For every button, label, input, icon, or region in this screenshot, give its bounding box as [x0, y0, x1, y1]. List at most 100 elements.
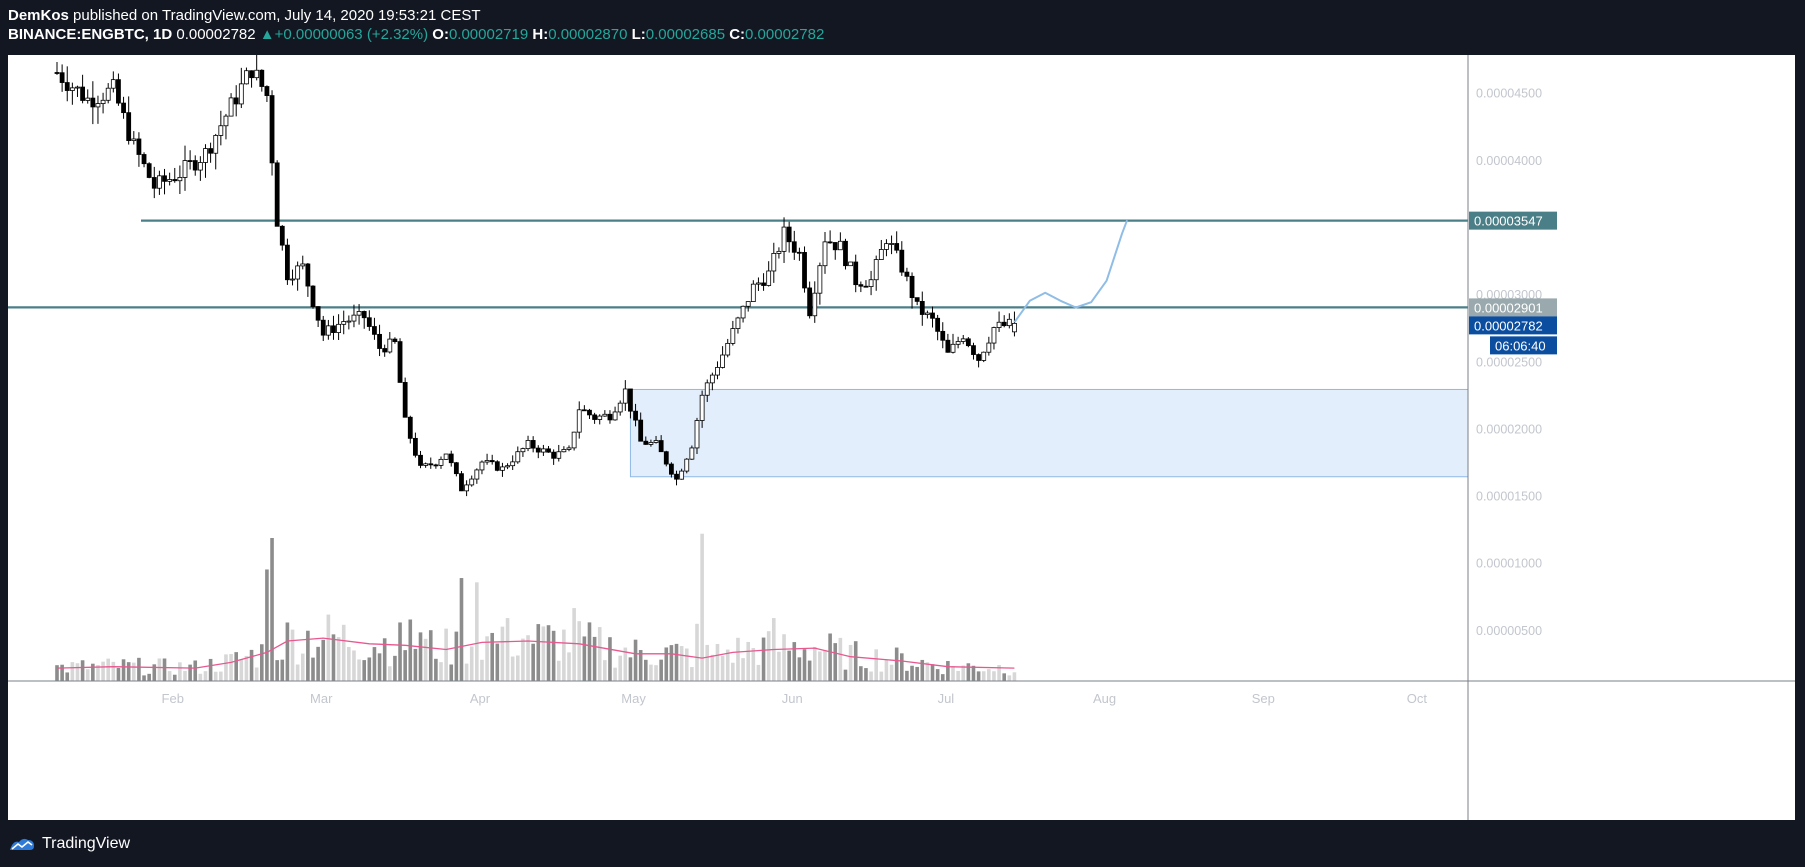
volume-bar	[275, 660, 279, 681]
volume-bar	[915, 666, 919, 681]
chart-area[interactable]: 0.00004500 0.00004000 0.00003000 0.00002500…	[8, 55, 1795, 820]
volume-bar	[802, 649, 807, 681]
symbol-info: BINANCE:ENGBTC, 1D 0.00002782 ▲+0.000000…	[8, 25, 1788, 44]
price-tick-label: 0.00000500	[1476, 624, 1542, 638]
volume-bar	[469, 646, 474, 681]
volume-bar	[848, 644, 853, 681]
volume-bar	[213, 671, 218, 681]
candle-body	[873, 259, 879, 281]
candle-body	[443, 453, 449, 460]
volume-bar	[311, 657, 315, 681]
candle-body	[479, 461, 485, 471]
volume-bar	[889, 664, 894, 681]
volume-bar	[116, 667, 121, 681]
candle-body	[213, 135, 219, 154]
publish-info: DemKos published on TradingView.com, Jul…	[8, 6, 1788, 25]
candle-body	[633, 410, 638, 421]
volume-bar	[485, 636, 489, 681]
volume-bar	[326, 614, 331, 681]
volume-bar	[782, 634, 786, 681]
volume-bar	[193, 660, 198, 681]
volume-bar	[96, 665, 100, 681]
volume-bar	[172, 674, 177, 681]
candle-body	[167, 179, 173, 182]
volume-bar	[879, 671, 884, 681]
volume-bar	[731, 662, 735, 681]
tradingview-logo-icon[interactable]	[8, 834, 36, 854]
volume-bar	[198, 673, 203, 681]
brand-name[interactable]: TradingView	[42, 835, 131, 852]
candle-body	[781, 226, 787, 252]
author-name[interactable]: DemKos	[8, 7, 69, 24]
candle-body	[510, 461, 516, 467]
candles	[54, 55, 1017, 497]
candle-body	[336, 323, 342, 333]
volume-bar	[971, 665, 976, 681]
candle-body	[945, 339, 951, 353]
volume-bar	[812, 646, 817, 681]
candle-body	[843, 240, 848, 267]
candle-body	[382, 348, 388, 353]
candle-body	[453, 462, 459, 475]
volume-bar	[674, 643, 679, 681]
candle-body	[587, 409, 592, 416]
time-tick-label: Apr	[470, 691, 491, 706]
candle-body	[940, 330, 946, 341]
countdown-badge	[1490, 336, 1557, 355]
candle-body	[904, 271, 910, 277]
candle-body	[935, 317, 941, 332]
volume-bar	[444, 628, 448, 681]
candle-body	[402, 382, 408, 418]
candle-body	[177, 177, 183, 182]
volume-bar	[608, 637, 612, 681]
volume-bar	[638, 650, 643, 681]
volume-bar	[720, 655, 725, 681]
volume-bar	[833, 643, 838, 681]
volume-bar	[864, 668, 868, 681]
volume-bar	[853, 641, 858, 681]
volume-bar	[290, 629, 295, 681]
volume-bar	[736, 637, 740, 681]
volume-bar	[249, 649, 254, 681]
price-tick-label: 0.00002000	[1476, 422, 1542, 436]
price-chart[interactable]: 0.000045000.000040000.000030000.00002500…	[8, 55, 1795, 820]
volume-bar	[628, 657, 633, 681]
candle-body	[489, 460, 495, 463]
candle-body	[264, 86, 270, 96]
candle-body	[494, 461, 500, 471]
price-axis-panel	[1468, 55, 1795, 820]
candle-body	[69, 87, 75, 91]
candle-body	[612, 411, 618, 421]
volume-bar	[777, 651, 781, 681]
volume-bar	[1002, 673, 1006, 681]
level-price-label: 0.00003547	[1474, 214, 1543, 229]
candle-body	[812, 292, 818, 317]
candle-body	[807, 287, 813, 317]
open-value: 0.00002719	[448, 26, 529, 43]
candle-body	[817, 265, 823, 294]
volume-bar	[1007, 675, 1012, 681]
volume-bar	[633, 639, 638, 681]
candle-body	[325, 325, 331, 336]
candle-body	[561, 449, 567, 453]
price-tick-label: 0.00004000	[1476, 154, 1542, 168]
volume-bar	[792, 642, 797, 681]
volume-bar	[254, 667, 259, 681]
volume-bar	[577, 621, 582, 681]
volume-bar	[244, 655, 249, 681]
volume-bar	[741, 658, 745, 681]
volume-bar	[132, 662, 136, 681]
volume-bar	[649, 664, 653, 681]
volume-bar	[894, 647, 899, 681]
candle-body	[469, 478, 475, 486]
candle-body	[991, 327, 997, 344]
volume-bar	[884, 659, 889, 681]
last-price-badge	[1469, 316, 1557, 335]
candle-body	[766, 270, 772, 286]
candle-body	[525, 440, 531, 450]
volume-bar	[613, 667, 617, 681]
candle-body	[387, 338, 393, 353]
candle-body	[361, 311, 367, 319]
projection-path	[1013, 219, 1129, 323]
candle-body	[100, 99, 106, 104]
